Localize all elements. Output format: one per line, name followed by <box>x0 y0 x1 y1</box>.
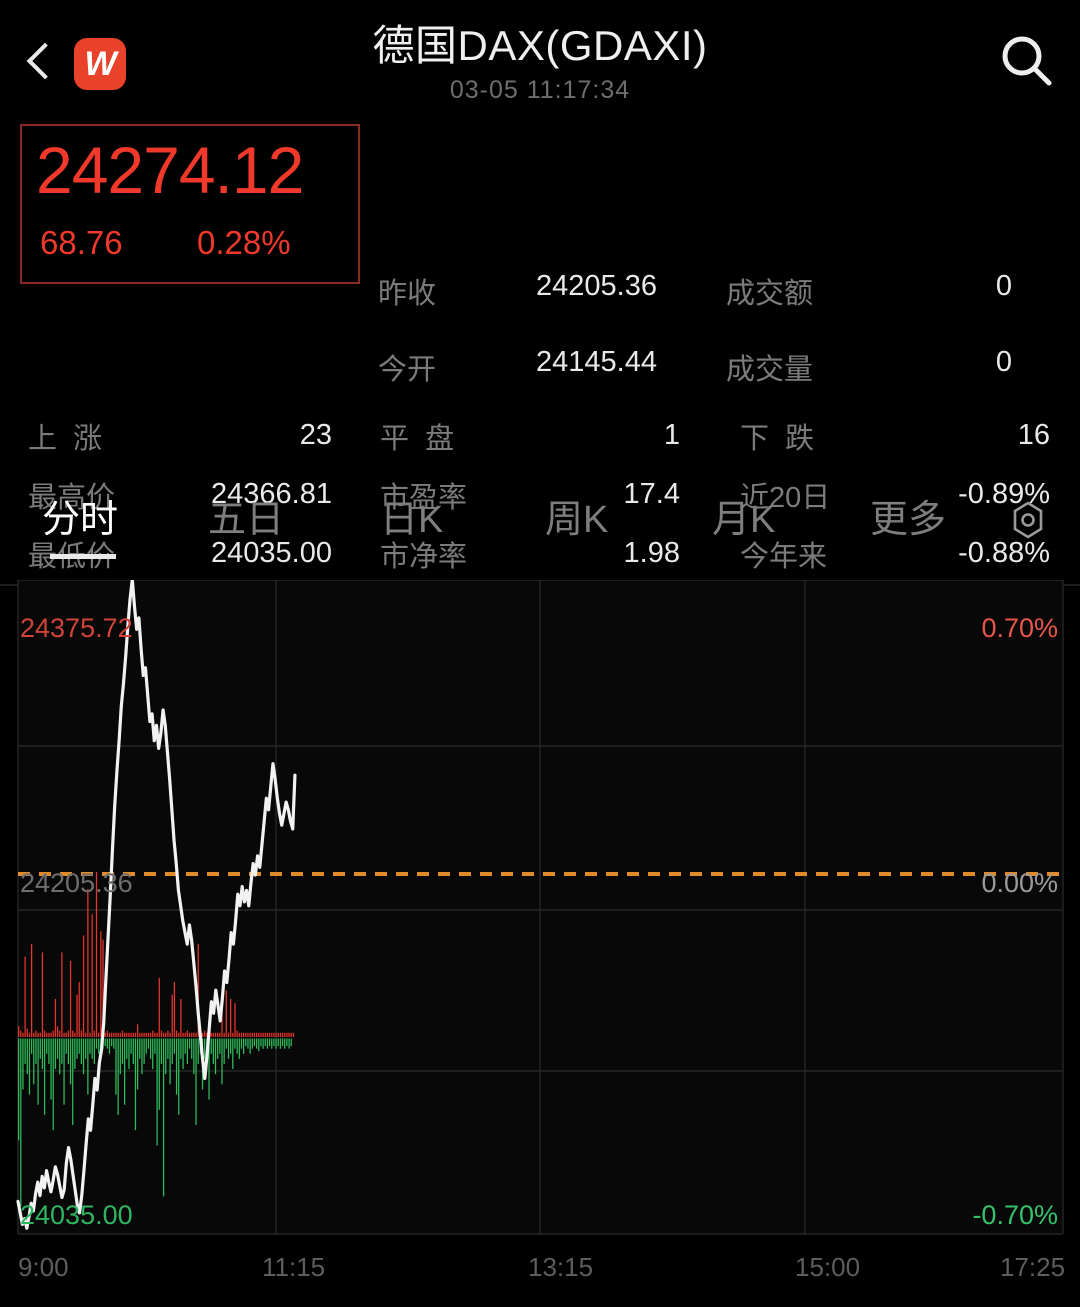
stat-pe-ratio: 市盈率 17.4 <box>380 478 680 514</box>
stat-ytd-change: 今年来 -0.88% <box>740 537 1050 573</box>
price-box: 24274.12 68.76 0.28% <box>20 124 360 284</box>
gear-icon[interactable] <box>1008 500 1048 540</box>
time-tick-0: 9:00 <box>18 1252 69 1282</box>
stat-value-prev-close: 24205.36 <box>536 270 657 302</box>
last-price: 24274.12 <box>36 133 304 207</box>
stat-value-open: 24145.44 <box>536 346 657 378</box>
app-header: W 德国DAX(GDAXI) 03-05 11:17:34 <box>0 0 1080 118</box>
price-change-percent: 0.28% <box>197 224 291 261</box>
time-tick-1: 11:15 <box>262 1252 326 1282</box>
tab-weekly-k[interactable]: 周K <box>545 499 609 541</box>
quote-panel: 24274.12 68.76 0.28% 昨收 24205.36 成交额 0 今… <box>0 118 1080 586</box>
stat-label-volume: 成交量 <box>726 354 814 386</box>
tab-monthly-k[interactable]: 月K <box>712 499 776 541</box>
quote-timestamp: 03-05 11:17:34 <box>449 76 631 104</box>
stat-label-turnover: 成交额 <box>726 278 814 310</box>
intraday-chart[interactable]: 叠加 24375.72 0.70% 24205.36 0.00% 24035.0… <box>0 580 1080 1307</box>
app-logo[interactable]: W <box>74 38 126 90</box>
price-change: 68.76 <box>40 224 123 261</box>
active-tab-indicator <box>50 554 116 559</box>
tab-more[interactable]: 更多 <box>870 499 947 541</box>
stats-row: 最低价 24035.00 市净率 1.98 今年来 -0.88% <box>0 524 1080 583</box>
stats-row: 最高价 24366.81 市盈率 17.4 近20日 -0.89% <box>0 465 1080 524</box>
stat-label-open: 今开 <box>378 354 437 386</box>
tab-five-day[interactable]: 五日 <box>208 499 285 541</box>
stat-value-turnover: 0 <box>995 270 1012 302</box>
time-tick-4: 17:25 <box>1000 1252 1066 1282</box>
page-title: 德国DAX(GDAXI) <box>372 22 708 69</box>
chart-tabbar: 分时 五日 日K 周K 月K 更多 <box>0 468 1080 580</box>
tab-intraday[interactable]: 分时 <box>42 499 119 541</box>
chart-canvas <box>16 580 1064 1235</box>
stat-pb-ratio: 市净率 1.98 <box>380 537 680 573</box>
stat-advancers: 上 涨 23 <box>28 419 332 455</box>
stat-decliners: 下 跌 16 <box>740 419 1050 455</box>
time-tick-3: 15:00 <box>795 1252 861 1282</box>
search-icon[interactable] <box>996 30 1058 92</box>
stat-20day-change: 近20日 -0.89% <box>740 478 1050 514</box>
stat-high: 最高价 24366.81 <box>28 478 332 514</box>
time-tick-2: 13:15 <box>528 1252 594 1282</box>
tab-daily-k[interactable]: 日K <box>380 499 444 541</box>
stat-value-volume: 0 <box>995 346 1012 378</box>
stat-label-prev-close: 昨收 <box>378 278 437 310</box>
